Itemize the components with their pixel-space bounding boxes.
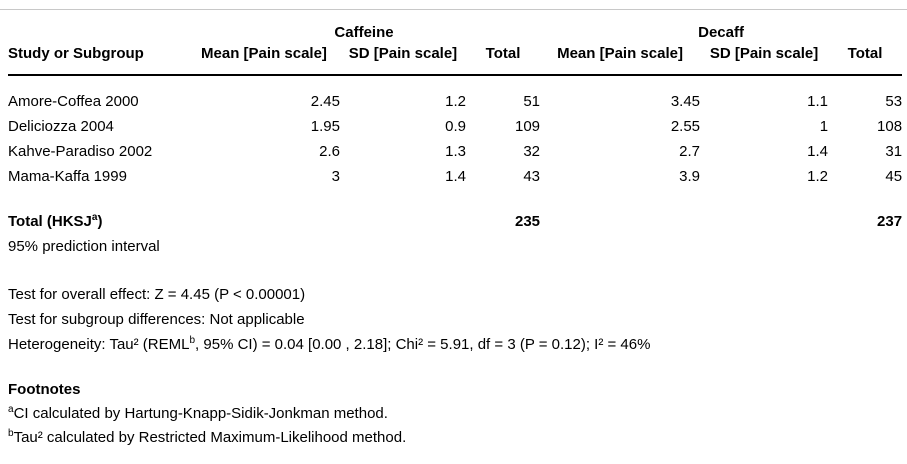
prediction-interval-label: 95% prediction interval	[8, 238, 160, 255]
group-header-spacer	[8, 20, 188, 44]
decaff-sd-value: 1.2	[807, 168, 829, 185]
study-row: Mama-Kaffa 1999 3 1.4 43 3.9 1.2 45	[8, 164, 902, 189]
footnote-item-a: aCI calculated by Hartung-Knapp-Sidik-Jo…	[8, 402, 907, 426]
spacer-row	[8, 189, 902, 209]
study-name: Deliciozza 2004	[8, 118, 114, 135]
outcomes-table: Caffeine Decaff Study or Subgroup Mean […	[8, 20, 903, 259]
heterogeneity-line: Heterogeneity: Tau² (REMLb, 95% CI) = 0.…	[8, 332, 907, 357]
caffeine-grand-total: 235	[515, 213, 541, 230]
caffeine-total-value: 109	[515, 118, 541, 135]
total-label: Total (HKSJa)	[8, 209, 188, 234]
total-label-close: )	[97, 213, 103, 230]
col-header-caffeine-mean: Mean [Pain scale]	[188, 44, 340, 76]
col-header-study: Study or Subgroup	[8, 44, 188, 76]
total-label-text: Total (HKSJ	[8, 213, 92, 230]
study-row: Amore-Coffea 2000 2.45 1.2 51 3.45 1.1 5…	[8, 89, 902, 114]
footnote-marker-a: a	[8, 404, 14, 415]
column-header-row: Study or Subgroup Mean [Pain scale] SD […	[8, 44, 903, 76]
decaff-mean-value: 2.55	[670, 118, 701, 135]
empty-cell	[540, 209, 700, 234]
empty-cell	[340, 209, 466, 234]
decaff-mean-value: 3.45	[670, 93, 701, 110]
subgroup-differences-line: Test for subgroup differences: Not appli…	[8, 311, 305, 328]
col-header-caffeine-total: Total	[466, 44, 541, 76]
prediction-interval-row: 95% prediction interval	[8, 234, 902, 259]
caffeine-sd-value: 1.2	[445, 93, 466, 110]
top-divider	[0, 9, 907, 10]
decaff-mean-value: 2.7	[679, 143, 701, 160]
heterogeneity-text: Heterogeneity: Tau² (REML	[8, 336, 190, 353]
overall-effect-line: Test for overall effect: Z = 4.45 (P < 0…	[8, 286, 306, 303]
footnote-item-b: bTau² calculated by Restricted Maximum-L…	[8, 426, 907, 450]
caffeine-mean-value: 2.6	[319, 143, 340, 160]
decaff-sd-value: 1.1	[807, 93, 829, 110]
col-header-caffeine-sd: SD [Pain scale]	[340, 44, 466, 76]
caffeine-mean-value: 2.45	[310, 93, 340, 110]
caffeine-sd-value: 1.4	[445, 168, 466, 185]
caffeine-total-value: 32	[523, 143, 541, 160]
decaff-mean-value: 3.9	[679, 168, 701, 185]
decaff-total-value: 45	[885, 168, 903, 185]
heterogeneity-text-rest: , 95% CI) = 0.04 [0.00 , 2.18]; Chi² = 5…	[195, 336, 651, 353]
col-header-decaff-mean: Mean [Pain scale]	[540, 44, 701, 76]
empty-cell	[700, 209, 828, 234]
study-name: Kahve-Paradiso 2002	[8, 143, 153, 160]
col-header-decaff-total: Total	[828, 44, 903, 76]
footnote-marker-a: a	[91, 212, 98, 223]
decaff-total-value: 31	[885, 143, 903, 160]
decaff-total-value: 53	[885, 93, 903, 110]
footnote-marker-b: b	[8, 428, 14, 439]
study-row: Kahve-Paradiso 2002 2.6 1.3 32 2.7 1.4 3…	[8, 139, 902, 164]
footnote-text: Tau² calculated by Restricted Maximum-Li…	[13, 429, 407, 446]
decaff-sd-value: 1.4	[807, 143, 829, 160]
decaff-grand-total: 237	[877, 213, 903, 230]
group-header-caffeine: Caffeine	[334, 23, 394, 41]
footnote-text: CI calculated by Hartung-Knapp-Sidik-Jon…	[13, 405, 388, 422]
decaff-sd-value: 1	[819, 118, 829, 135]
study-name: Mama-Kaffa 1999	[8, 168, 127, 185]
caffeine-sd-value: 1.3	[445, 143, 466, 160]
study-name: Amore-Coffea 2000	[8, 93, 139, 110]
footnotes-block: Footnotes aCI calculated by Hartung-Knap…	[0, 378, 907, 450]
study-row: Deliciozza 2004 1.95 0.9 109 2.55 1 108	[8, 114, 902, 139]
caffeine-total-value: 51	[523, 93, 541, 110]
caffeine-total-value: 43	[523, 168, 541, 185]
empty-cell	[188, 209, 340, 234]
group-header-row: Caffeine Decaff	[8, 20, 902, 44]
caffeine-mean-value: 3	[331, 168, 340, 185]
decaff-total-value: 108	[877, 118, 903, 135]
caffeine-mean-value: 1.95	[310, 118, 340, 135]
footnote-marker-b: b	[189, 335, 196, 346]
statistics-block: Test for overall effect: Z = 4.45 (P < 0…	[0, 282, 907, 357]
total-row: Total (HKSJa) 235 237	[8, 209, 902, 234]
footnotes-heading: Footnotes	[8, 381, 81, 398]
group-header-decaff: Decaff	[698, 23, 744, 41]
spacer-row	[8, 75, 902, 89]
caffeine-sd-value: 0.9	[445, 118, 466, 135]
col-header-decaff-sd: SD [Pain scale]	[700, 44, 829, 76]
